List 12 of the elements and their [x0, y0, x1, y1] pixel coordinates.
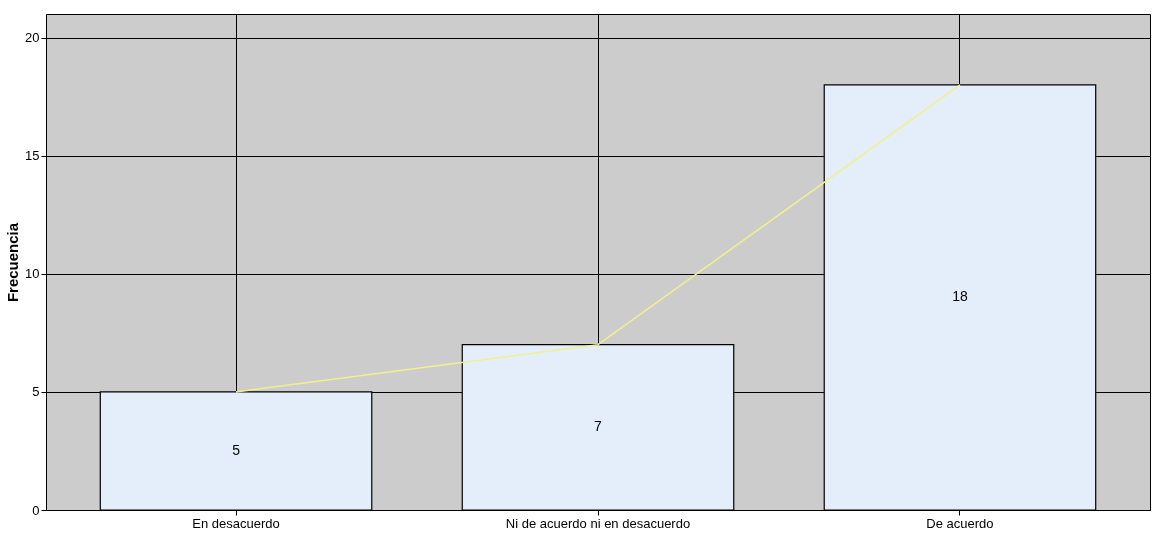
data-label: 18 — [952, 288, 968, 305]
y-tick-label: 15 — [25, 148, 40, 164]
data-label: 5 — [232, 441, 241, 458]
y-tick-label: 5 — [32, 384, 40, 400]
y-tick-label: 10 — [25, 266, 40, 282]
y-tick-label: 0 — [32, 502, 40, 518]
y-axis-title: Frecuencia — [4, 222, 22, 303]
y-tick-label: 20 — [25, 30, 40, 46]
data-label: 7 — [594, 418, 603, 435]
x-tick-label: En desacuerdo — [192, 515, 280, 531]
x-tick-label: Ni de acuerdo ni en desacuerdo — [505, 515, 691, 531]
x-tick-label: De acuerdo — [926, 515, 994, 531]
